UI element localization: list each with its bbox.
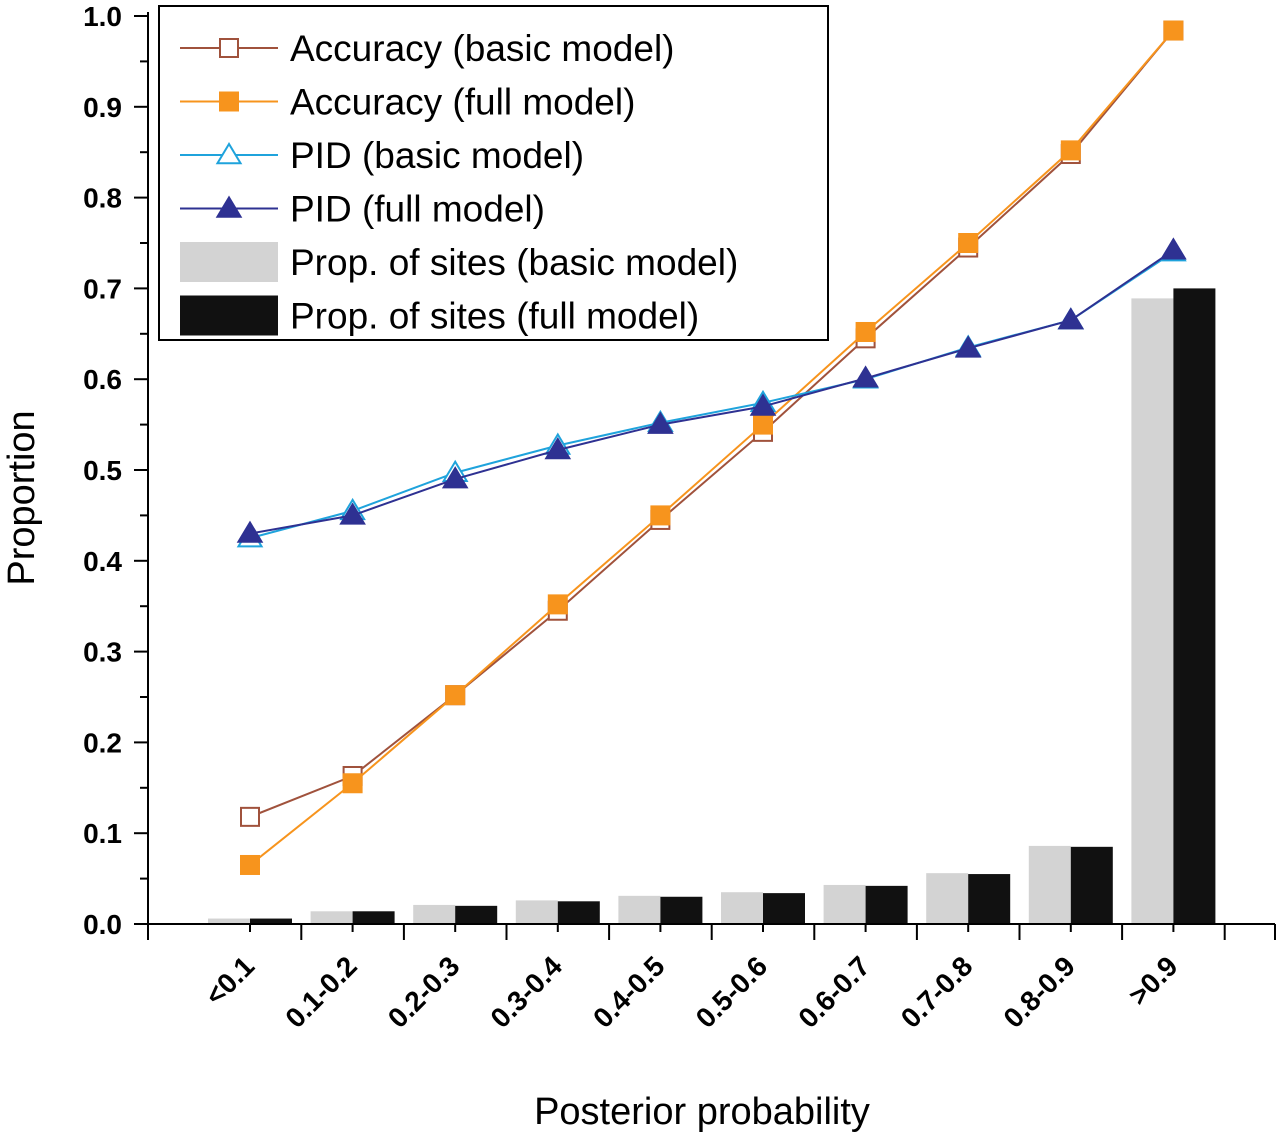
series-line	[249, 29, 1175, 818]
y-tick-label: 0.6	[83, 364, 122, 395]
data-point	[647, 411, 674, 434]
x-tick-label: 0.6-0.7	[792, 950, 876, 1034]
y-tick-label: 0.4	[83, 546, 122, 577]
bar	[250, 918, 292, 924]
data-point	[1163, 20, 1184, 41]
legend-box	[158, 5, 829, 341]
data-point	[1160, 237, 1187, 260]
legend-label: Accuracy (full model)	[290, 82, 635, 123]
legend-item: Accuracy (basic model)	[180, 28, 675, 69]
data-point	[240, 806, 260, 827]
y-tick-label: 0.1	[83, 818, 122, 849]
y-tick-label: 0.5	[83, 455, 122, 486]
bar	[823, 884, 866, 924]
y-axis-title: Proportion	[1, 410, 43, 585]
bar	[310, 911, 353, 924]
lines-layer	[236, 20, 1187, 875]
bar-series-full	[250, 288, 1216, 924]
bar	[968, 874, 1011, 924]
x-axis-title: Posterior probability	[534, 1091, 870, 1132]
bar	[865, 885, 908, 924]
line-series-accuracy-full	[240, 20, 1184, 875]
data-point	[240, 854, 260, 875]
legend-bar-swatch	[180, 242, 278, 282]
data-point	[236, 520, 264, 543]
bar	[352, 911, 395, 924]
series-line	[249, 29, 1175, 866]
bar	[1173, 288, 1216, 924]
data-point	[753, 414, 773, 435]
x-tick-label: 0.1-0.2	[279, 950, 363, 1034]
bar	[926, 873, 969, 924]
legend-label: PID (full model)	[290, 189, 545, 230]
bar	[1070, 846, 1113, 924]
y-tick-label: 0.0	[83, 909, 122, 940]
legend: Accuracy (basic model) Accuracy (full mod…	[158, 5, 829, 341]
data-point	[445, 685, 466, 706]
y-tick-label: 1.0	[83, 1, 122, 32]
x-tick-label: 0.2-0.3	[382, 950, 466, 1034]
legend-bar-swatch	[180, 295, 278, 336]
data-point	[958, 233, 979, 253]
legend-label: Prop. of sites (basic model)	[290, 242, 738, 283]
bar	[208, 918, 250, 924]
y-tick-label: 0.2	[83, 727, 122, 758]
data-point	[1060, 140, 1081, 161]
data-point	[339, 502, 366, 525]
legend-item: Prop. of sites (full model)	[180, 295, 699, 337]
legend-marker	[215, 142, 243, 165]
data-point	[547, 594, 568, 615]
data-point	[954, 335, 982, 358]
data-point	[855, 321, 876, 342]
x-tick-label: 0.5-0.6	[690, 950, 774, 1034]
bar	[557, 901, 600, 924]
legend-label: Prop. of sites (full model)	[290, 296, 699, 337]
series-line	[249, 249, 1174, 535]
x-tick-label: 0.3-0.4	[484, 950, 568, 1034]
legend-marker	[219, 38, 239, 58]
x-tick-label: >0.9	[1123, 950, 1184, 1011]
legend-item: PID (full model)	[180, 189, 545, 230]
data-point	[544, 437, 572, 460]
bar	[618, 895, 661, 924]
bar	[721, 892, 763, 924]
x-tick-label: 0.8-0.9	[997, 950, 1081, 1034]
legend-item: Accuracy (full model)	[180, 82, 635, 123]
y-tick-label: 0.9	[83, 92, 122, 123]
legend-item: PID (basic model)	[180, 135, 584, 176]
bar	[660, 896, 703, 924]
y-tick-label: 0.8	[83, 183, 122, 214]
y-tick-label: 0.3	[83, 637, 122, 668]
bar	[1028, 845, 1071, 924]
bars-layer	[208, 288, 1216, 924]
bar	[515, 900, 558, 924]
bar	[1131, 298, 1174, 924]
bar	[763, 893, 805, 924]
data-point	[342, 773, 363, 794]
bar-series-basic	[208, 298, 1174, 924]
legend-label: PID (basic model)	[290, 135, 584, 176]
data-point	[749, 393, 777, 416]
x-tick-label: 0.7-0.8	[895, 950, 979, 1034]
y-tick-label: 0.7	[83, 273, 122, 304]
data-point	[441, 466, 469, 489]
line-series-pid-full	[236, 237, 1187, 543]
legend-marker	[219, 91, 239, 112]
x-tick-label: <0.1	[199, 950, 260, 1011]
data-point	[1057, 307, 1085, 330]
bar	[413, 904, 456, 924]
legend-label: Accuracy (basic model)	[290, 28, 675, 69]
data-point	[650, 505, 671, 526]
legend-item: Prop. of sites (basic model)	[180, 242, 738, 283]
x-tick-label: 0.4-0.5	[587, 950, 671, 1034]
bar	[455, 905, 498, 924]
data-point	[852, 365, 879, 388]
legend-marker	[215, 195, 243, 218]
